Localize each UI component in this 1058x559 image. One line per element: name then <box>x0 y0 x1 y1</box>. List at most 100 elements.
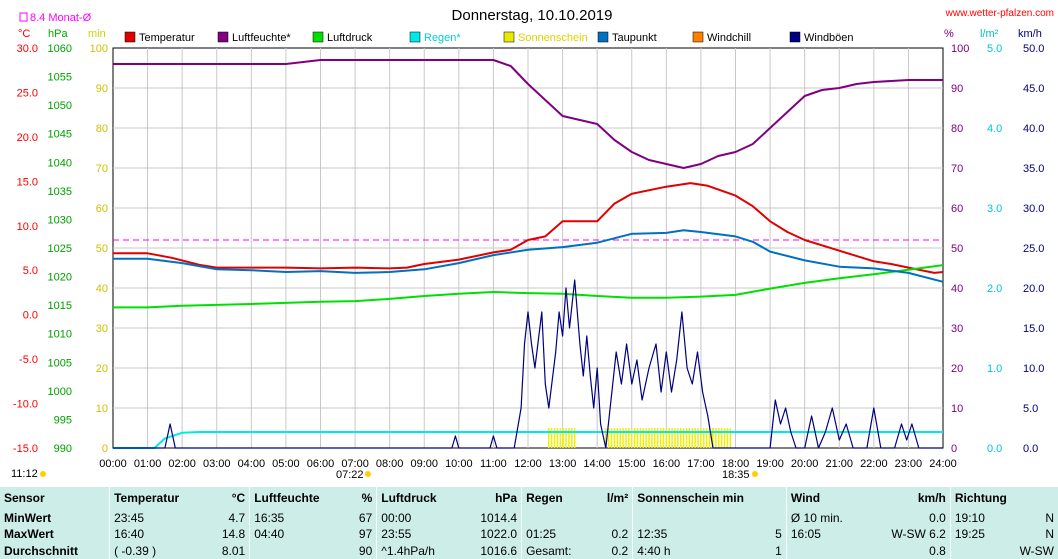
sunset-label: 18:35 <box>722 469 750 481</box>
summary-cell: 97 <box>358 527 373 542</box>
unit-pressure: hPa <box>48 28 68 40</box>
chart-title: Donnerstag, 10.10.2019 <box>452 7 613 24</box>
y-tick-pressure: 1005 <box>48 357 72 369</box>
series-luftfeuchte-line <box>113 59 943 169</box>
x-tick-label: 09:00 <box>410 458 438 470</box>
y-tick-humidity: 70 <box>951 163 963 175</box>
y-tick-wind: 10.0 <box>1023 363 1044 375</box>
summary-header: Luftdruck <box>376 487 462 510</box>
y-tick-temp: -10.0 <box>13 399 38 411</box>
summary-cell: 0.8 <box>929 543 946 558</box>
summary-cell: 16:35 <box>249 509 348 527</box>
summary-header: km/h <box>917 491 946 506</box>
legend-swatch <box>124 31 136 43</box>
legend-label: Regen* <box>424 32 461 44</box>
summary-cell: 1014.4 <box>480 510 518 525</box>
summary-cell: 4.7 <box>228 510 246 525</box>
summary-header: hPa <box>495 491 518 506</box>
legend: Temperatur Luftfeuchte* Luftdruck Regen* Son… <box>124 31 854 44</box>
y-tick-temp: 25.0 <box>17 87 38 99</box>
legend-label: Temperatur <box>139 32 195 44</box>
sun-icon <box>40 471 46 477</box>
summary-cell: ( -0.39 ) <box>109 542 208 559</box>
x-tick-label: 03:00 <box>203 458 231 470</box>
y-tick-pressure: 1045 <box>48 129 72 141</box>
x-tick-label: 12:00 <box>514 458 542 470</box>
y-tick-pressure: 1000 <box>48 386 72 398</box>
summary-header: Wind <box>785 487 867 510</box>
y-tick-sunshine: 30 <box>96 323 108 335</box>
x-tick-label: 18:00 <box>722 458 750 470</box>
summary-cell: 19:10 <box>949 509 1002 527</box>
x-tick-label: 21:00 <box>825 458 853 470</box>
y-tick-wind: 30.0 <box>1023 203 1044 215</box>
y-tick-rain: 3.0 <box>987 203 1002 215</box>
summary-header: °C <box>231 491 246 506</box>
summary-row-label: MinWert <box>4 510 52 525</box>
summary-cell: N <box>1045 510 1054 525</box>
x-tick-label: 04:00 <box>238 458 266 470</box>
x-tick-label: 14:00 <box>583 458 611 470</box>
summary-cell: 19:25 <box>949 526 1002 543</box>
weather-chart: Donnerstag, 10.10.2019 www.wetter-pfalze… <box>11 7 1054 481</box>
summary-cell: 90 <box>358 543 373 558</box>
summary-cell: 01:25 <box>521 526 594 543</box>
summary-cell <box>521 509 594 527</box>
legend-label: Sonnenschein <box>518 32 588 44</box>
summary-header: Richtung <box>949 487 1058 510</box>
summary-cell: 0.2 <box>611 543 629 558</box>
y-tick-sunshine: 70 <box>96 163 108 175</box>
y-tick-sunshine: 10 <box>96 403 108 415</box>
summary-cell: ^1.4hPa/h <box>376 542 462 559</box>
x-tick-label: 20:00 <box>791 458 819 470</box>
summary-cell: 0.0 <box>929 510 946 525</box>
y-tick-sunshine: 20 <box>96 363 108 375</box>
summary-cell <box>593 510 633 526</box>
legend-label: Windchill <box>707 32 751 44</box>
y-tick-wind: 20.0 <box>1023 283 1044 295</box>
summary-cell: 16:40 <box>109 526 208 543</box>
summary-cell: W-SW 6.2 <box>891 527 946 542</box>
y-tick-wind: 45.0 <box>1023 83 1044 95</box>
x-tick-label: 22:00 <box>860 458 888 470</box>
legend-label: Taupunkt <box>612 32 657 44</box>
summary-cell: Ø 10 min. <box>785 509 867 527</box>
y-tick-humidity: 30 <box>951 323 963 335</box>
unit-temp: °C <box>18 28 30 40</box>
y-tick-pressure: 1055 <box>48 72 72 84</box>
axes: 00:00 01:00 02:00 03:00 04:00 05:00 06:00 07:00… <box>13 43 1045 470</box>
summary-cell <box>785 542 867 559</box>
y-tick-humidity: 60 <box>951 203 963 215</box>
summary-row-avg: Durchschnitt ( -0.39 ) 8.01 90 ^1.4hPa/h… <box>0 542 1058 559</box>
summary-header-row: Sensor Temperatur °C Luftfeuchte % Luftd… <box>0 487 1058 510</box>
legend-swatch <box>789 31 801 43</box>
summary-cell: 5 <box>775 527 782 542</box>
y-tick-pressure: 1040 <box>48 157 72 169</box>
x-tick-label: 17:00 <box>687 458 715 470</box>
x-tick-label: 19:00 <box>756 458 784 470</box>
y-tick-rain: 2.0 <box>987 283 1002 295</box>
x-tick-label: 15:00 <box>618 458 646 470</box>
legend-swatch <box>503 31 515 43</box>
y-tick-wind: 40.0 <box>1023 123 1044 135</box>
summary-cell <box>949 542 1002 559</box>
y-tick-temp: 20.0 <box>17 132 38 144</box>
y-tick-sunshine: 50 <box>96 243 108 255</box>
summary-header: Regen <box>521 487 594 510</box>
y-tick-temp: 15.0 <box>17 176 38 188</box>
summary-header: Temperatur <box>109 487 208 510</box>
y-tick-sunshine: 80 <box>96 123 108 135</box>
summary-cell: 1022.0 <box>480 527 518 542</box>
summary-cell: 1 <box>775 543 782 558</box>
y-tick-pressure: 1060 <box>48 43 72 55</box>
y-tick-humidity: 40 <box>951 283 963 295</box>
y-tick-pressure: 1035 <box>48 186 72 198</box>
sunset-icon <box>752 471 758 477</box>
summary-cell <box>249 542 348 559</box>
summary-cell: 1016.6 <box>480 543 518 558</box>
y-tick-temp: 0.0 <box>23 310 38 322</box>
legend-swatch <box>409 31 421 43</box>
x-tick-label: 24:00 <box>929 458 957 470</box>
summary-cell: N <box>1045 527 1054 542</box>
summary-cell: 12:35 <box>632 526 746 543</box>
